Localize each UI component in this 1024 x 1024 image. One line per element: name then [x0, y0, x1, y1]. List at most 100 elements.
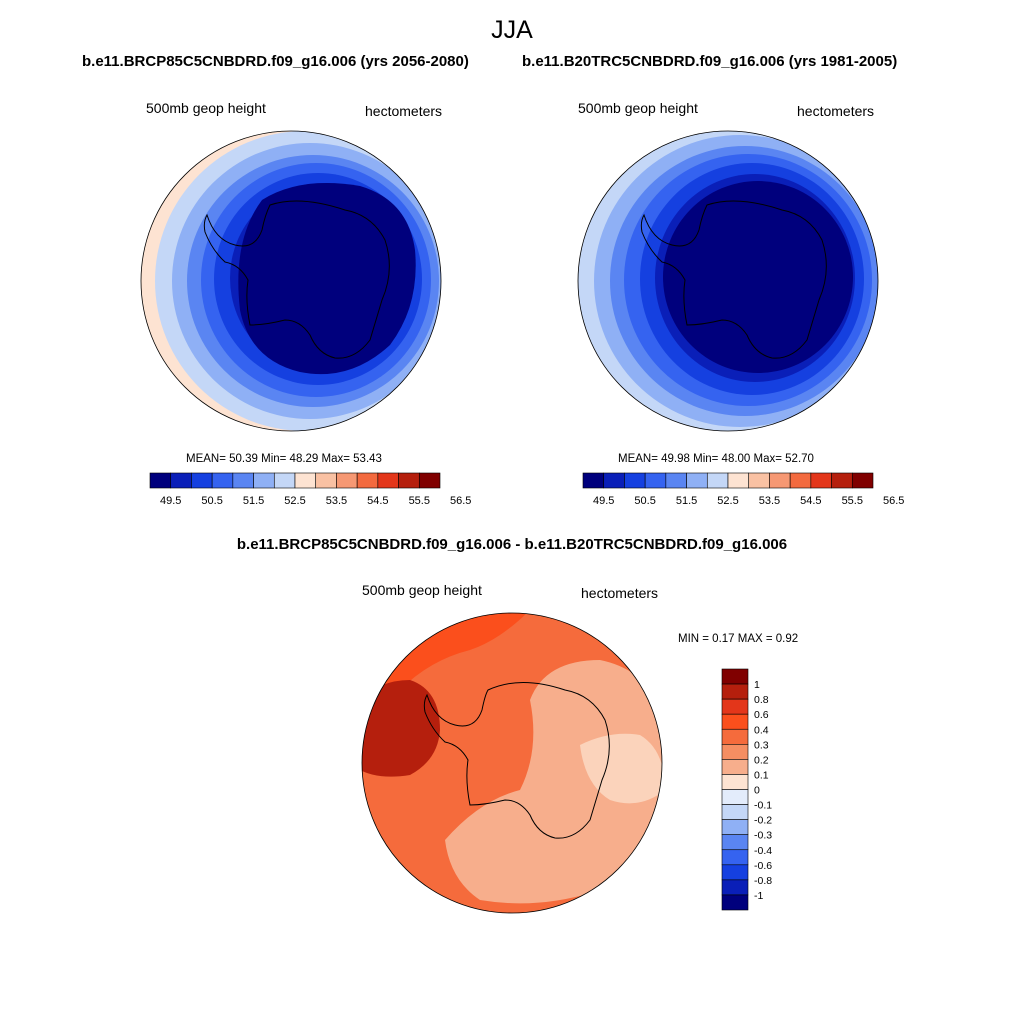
colorbar-tick-label: 56.5 [450, 495, 471, 507]
colorbar-swatch [721, 879, 749, 896]
colorbar-tick-label: 49.5 [593, 495, 614, 507]
colorbar-swatch [665, 472, 687, 489]
antarctica-coastline [203, 200, 390, 359]
right-map-border [577, 130, 879, 432]
colorbar-tick-label: -0.3 [754, 830, 772, 842]
colorbar-swatch [686, 472, 708, 489]
colorbar-swatch [706, 472, 729, 489]
colorbar-tick-label: 54.5 [367, 495, 388, 507]
antarctica-coastline [423, 682, 610, 839]
colorbar-tick-label: 0.1 [754, 769, 769, 781]
colorbar-swatch [149, 472, 172, 489]
colorbar-swatch [789, 472, 812, 489]
right-colorbar: 49.5 50.5 51.5 52.5 53.5 54.5 55.5 56.5 [582, 472, 904, 507]
difference-colorbar: 1 0.8 0.6 0.4 0.3 0.2 0.1 0 -0.1 -0.2 -0.3 -0.4 -0.6… [721, 668, 772, 911]
colorbar-swatch [721, 759, 749, 775]
colorbar-tick-label: -1 [754, 890, 763, 902]
colorbar-swatch [398, 472, 420, 489]
left-panel-title: b.e11.BRCP85C5CNBDRD.f09_g16.006 (yrs 20… [82, 53, 469, 70]
colorbar-swatch [418, 472, 441, 489]
colorbar-swatch [721, 774, 749, 790]
colorbar-swatch [273, 472, 296, 489]
colorbar-swatch [721, 849, 749, 866]
colorbar-tick-label: 53.5 [326, 495, 347, 507]
colorbar-swatch [294, 472, 317, 489]
colorbar-swatch [851, 472, 874, 489]
colorbar-swatch [603, 472, 625, 489]
colorbar-swatch [721, 834, 749, 851]
right-variable-label: 500mb geop height [578, 100, 698, 116]
colorbar-tick-label: 50.5 [634, 495, 655, 507]
diff-stats: MIN = 0.17 MAX = 0.92 [678, 633, 799, 645]
colorbar-swatch [644, 472, 667, 489]
left-map-border [140, 130, 442, 432]
colorbar-tick-label: 51.5 [676, 495, 697, 507]
colorbar-swatch [356, 472, 379, 489]
colorbar-tick-label: 0.3 [754, 739, 769, 751]
colorbar-tick-label: -0.1 [754, 800, 772, 812]
left-variable-label: 500mb geop height [146, 100, 266, 116]
colorbar-swatch [721, 819, 749, 835]
diff-variable-label: 500mb geop height [362, 582, 482, 598]
colorbar-swatch [721, 698, 749, 715]
colorbar-swatch [721, 804, 749, 820]
right-stats: MEAN= 49.98 Min= 48.00 Max= 52.70 [618, 453, 814, 465]
colorbar-tick-label: -0.8 [754, 875, 772, 887]
left-stats: MEAN= 50.39 Min= 48.29 Max= 53.43 [186, 453, 382, 465]
left-colorbar: 49.5 50.5 51.5 52.5 53.5 54.5 55.5 56.5 [149, 472, 471, 507]
colorbar-tick-label: -0.2 [754, 815, 772, 827]
colorbar-swatch [810, 472, 832, 489]
colorbar-swatch [232, 472, 254, 489]
colorbar-tick-label: 56.5 [883, 495, 904, 507]
colorbar-swatch [721, 668, 749, 685]
colorbar-tick-label: 49.5 [160, 495, 181, 507]
colorbar-swatch [170, 472, 192, 489]
diff-units-label: hectometers [581, 585, 659, 601]
figure-title: JJA [491, 16, 533, 44]
difference-panel-title: b.e11.BRCP85C5CNBDRD.f09_g16.006 - b.e11… [236, 536, 788, 553]
left-polar-map [141, 131, 441, 431]
colorbar-swatch [191, 472, 213, 489]
colorbar-swatch [253, 472, 275, 489]
colorbar-swatch [721, 683, 749, 700]
colorbar-tick-label: 0.4 [754, 724, 769, 736]
left-units-label: hectometers [365, 103, 443, 119]
colorbar-tick-label: 0 [754, 785, 760, 797]
colorbar-swatch [582, 472, 605, 489]
right-polar-map [578, 131, 878, 431]
colorbar-swatch [721, 728, 749, 745]
difference-polar-map [362, 613, 662, 913]
antarctica-coastline [640, 200, 827, 359]
colorbar-tick-label: 50.5 [201, 495, 222, 507]
colorbar-swatch [315, 472, 337, 489]
colorbar-tick-label: 55.5 [842, 495, 863, 507]
colorbar-tick-label: 51.5 [243, 495, 264, 507]
colorbar-swatch [624, 472, 646, 489]
difference-map-border [361, 612, 663, 914]
colorbar-tick-label: 53.5 [759, 495, 780, 507]
colorbar-tick-label: 52.5 [717, 495, 738, 507]
colorbar-tick-label: -0.4 [754, 845, 772, 857]
colorbar-tick-label: 54.5 [800, 495, 821, 507]
colorbar-swatch [748, 472, 770, 489]
colorbar-swatch [336, 472, 358, 489]
colorbar-tick-label: 52.5 [284, 495, 305, 507]
colorbar-tick-label: 0.6 [754, 709, 769, 721]
colorbar-swatch [831, 472, 853, 489]
colorbar-swatch [211, 472, 234, 489]
colorbar-swatch [377, 472, 399, 489]
colorbar-swatch [721, 713, 749, 730]
colorbar-swatch [727, 472, 750, 489]
right-units-label: hectometers [797, 103, 875, 119]
colorbar-swatch [721, 744, 749, 760]
right-panel-title: b.e11.B20TRC5CNBDRD.f09_g16.006 (yrs 198… [522, 53, 898, 70]
colorbar-tick-label: 0.2 [754, 754, 769, 766]
colorbar-tick-label: -0.6 [754, 860, 772, 872]
colorbar-swatch [721, 789, 749, 805]
colorbar-tick-label: 1 [754, 679, 760, 691]
colorbar-tick-label: 0.8 [754, 694, 769, 706]
colorbar-swatch [769, 472, 791, 489]
colorbar-swatch [721, 864, 749, 881]
colorbar-tick-label: 55.5 [409, 495, 430, 507]
